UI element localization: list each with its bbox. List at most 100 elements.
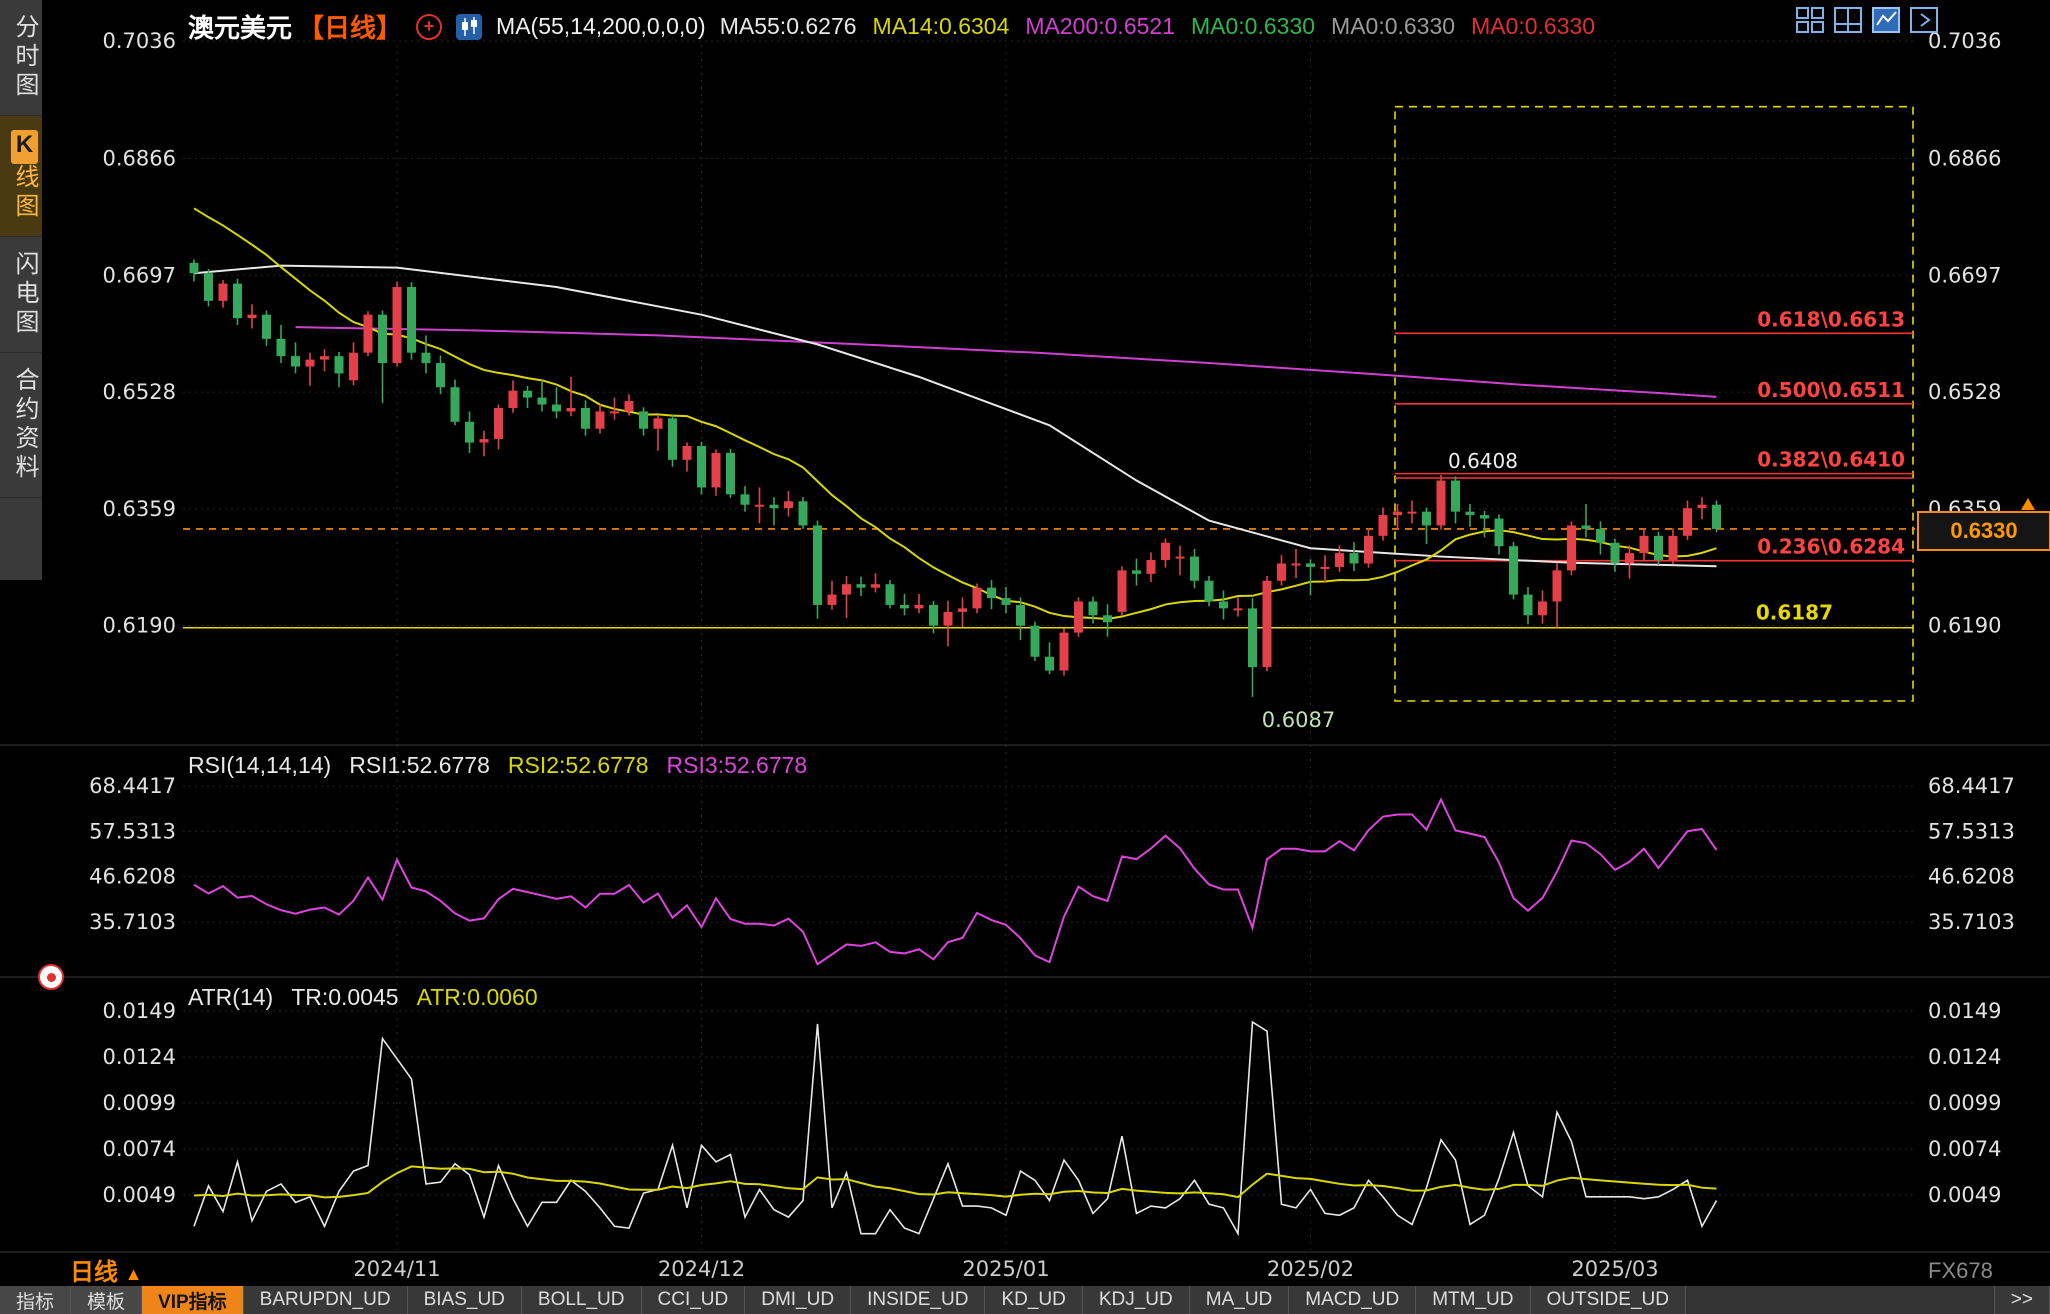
layout-icons [1795, 6, 1939, 34]
period-selector[interactable]: 日线 ▲ [70, 1252, 143, 1287]
toolbar-tab-4[interactable]: BIAS_UD [407, 1286, 522, 1314]
svg-text:2025/02: 2025/02 [1267, 1257, 1354, 1281]
toolbar-tab-13[interactable]: MTM_UD [1416, 1286, 1531, 1314]
ma-value: MA200:0.6521 [1025, 13, 1175, 39]
symbol-name: 澳元美元 [188, 13, 293, 43]
svg-text:0.6697: 0.6697 [1928, 263, 2001, 287]
candlestick-icon[interactable] [456, 13, 483, 40]
svg-text:0.7036: 0.7036 [103, 29, 176, 53]
toolbar-tab-15[interactable]: >> [1993, 1286, 2050, 1314]
svg-text:0.6087: 0.6087 [1262, 708, 1335, 732]
atr-value: ATR:0.0060 [416, 984, 538, 1010]
svg-text:2025/01: 2025/01 [962, 1257, 1049, 1281]
layout-chart-icon[interactable] [1871, 6, 1901, 34]
price-line-0640: 0.6408 [1395, 449, 1913, 479]
indicator-toolbar: 指标 模板 VIP指标 BARUPDN_UD BIAS_UD BOLL_UD CCI_UD D… [0, 1286, 2050, 1314]
ma-value: MA0:0.6330 [1191, 13, 1316, 39]
gridlines [0, 40, 2050, 1253]
svg-text:0.6408: 0.6408 [1448, 449, 1518, 473]
toolbar-tab-10[interactable]: KDJ_UD [1082, 1286, 1190, 1314]
chevron-up-icon: ▲ [124, 1264, 143, 1284]
toolbar-tab-2[interactable]: VIP指标 [142, 1286, 244, 1314]
svg-text:2024/12: 2024/12 [658, 1257, 745, 1281]
svg-text:35.7103: 35.7103 [89, 910, 176, 934]
svg-text:0.0124: 0.0124 [1928, 1045, 2001, 1069]
toolbar-tab-0[interactable]: 指标 [0, 1286, 72, 1314]
svg-text:57.5313: 57.5313 [1928, 819, 2015, 843]
atr-values: TR:0.0045 ATR:0.0060 [291, 984, 537, 1011]
plus-circle-icon[interactable]: + [416, 13, 443, 40]
current-price-line [183, 498, 2035, 530]
target-marker-icon[interactable] [38, 964, 64, 990]
toolbar-tab-12[interactable]: MACD_UD [1289, 1286, 1417, 1314]
sidebar-item-label: 闪电图 [11, 251, 38, 338]
svg-text:0.6190: 0.6190 [1928, 614, 2001, 638]
sidebar-item-contract-info[interactable]: 合约资料 [0, 353, 42, 498]
chart-legend: 澳元美元 【日线】 + MA(55,14,200,0,0,0) MA55:0.6… [188, 8, 1595, 45]
rsi-value: RSI3:52.6778 [666, 752, 808, 778]
toolbar-tab-7[interactable]: DMI_UD [745, 1286, 852, 1314]
axis-labels: 0.7036 0.7036 0.6866 0.6866 0.6697 0.6697 0.65… [89, 29, 2015, 1281]
sidebar-item-time-chart[interactable]: 分时图 [0, 0, 42, 116]
toolbar-tab-9[interactable]: KD_UD [985, 1286, 1083, 1314]
svg-text:0.500\0.6511: 0.500\0.6511 [1757, 378, 1905, 402]
left-sidebar: 分时图 K线图 闪电图 合约资料 [0, 0, 42, 580]
svg-text:0.0099: 0.0099 [1928, 1091, 2001, 1115]
sidebar-item-lightning-chart[interactable]: 闪电图 [0, 237, 42, 353]
plus-glyph: + [423, 16, 435, 36]
atr-header: ATR(14) TR:0.0045 ATR:0.0060 [188, 984, 538, 1011]
atr-line [193, 1165, 1717, 1199]
svg-text:0.6697: 0.6697 [103, 263, 176, 287]
layout-next-icon[interactable] [1909, 6, 1939, 34]
ma55-line [193, 264, 1717, 568]
svg-text:0.7036: 0.7036 [1928, 29, 2001, 53]
toolbar-tabs: 指标 模板 VIP指标 BARUPDN_UD BIAS_UD BOLL_UD CCI_UD D… [0, 1286, 2050, 1314]
svg-text:68.4417: 68.4417 [1928, 774, 2015, 798]
period-selector-label: 日线 [70, 1259, 118, 1286]
rsi-line [193, 797, 1718, 966]
svg-text:0.618\0.6613: 0.618\0.6613 [1757, 307, 1905, 331]
sidebar-item-label: 合约资料 [11, 367, 38, 483]
svg-text:2025/03: 2025/03 [1571, 1257, 1658, 1281]
atr-formula: ATR(14) [188, 984, 274, 1010]
layout-grid-icon[interactable] [1795, 6, 1825, 34]
svg-text:0.6528: 0.6528 [103, 380, 176, 404]
atr-value: TR:0.0045 [291, 984, 399, 1010]
svg-text:0.6359: 0.6359 [103, 497, 176, 521]
fib-levels: 0.618\0.6613 0.500\0.6511 0.382\0.6410 0.23… [1395, 307, 1913, 562]
watermark: FX678 [1928, 1258, 1993, 1283]
toolbar-tab-14[interactable]: OUTSIDE_UD [1530, 1286, 1686, 1314]
current-price-box[interactable]: 0.6330 [1917, 511, 2050, 551]
tr-line [193, 1020, 1718, 1237]
ma-value: MA14:0.6304 [872, 13, 1010, 39]
toolbar-tab-8[interactable]: INSIDE_UD [851, 1286, 986, 1314]
svg-text:35.7103: 35.7103 [1928, 910, 2015, 934]
svg-text:0.6190: 0.6190 [103, 614, 176, 638]
sidebar-item-kline-chart[interactable]: K线图 [0, 116, 42, 237]
rsi-value: RSI1:52.6778 [349, 752, 490, 778]
toolbar-tab-6[interactable]: CCI_UD [641, 1286, 746, 1314]
sidebar-item-label: 分时图 [11, 14, 38, 101]
svg-text:0.0124: 0.0124 [103, 1045, 176, 1069]
toolbar-tab-11[interactable]: MA_UD [1189, 1286, 1290, 1314]
rsi-values: RSI1:52.6778 RSI2:52.6778 RSI3:52.6778 [349, 752, 807, 779]
svg-text:0.0049: 0.0049 [1928, 1183, 2001, 1207]
ma14-line [193, 207, 1717, 621]
svg-text:0.6528: 0.6528 [1928, 380, 2001, 404]
rsi-formula: RSI(14,14,14) [188, 752, 332, 778]
svg-text:68.4417: 68.4417 [89, 774, 176, 798]
toolbar-tab-1[interactable]: 模板 [71, 1286, 143, 1314]
layout-split-icon[interactable] [1833, 6, 1863, 34]
period-label: 【日线】 [298, 13, 403, 43]
ma-value: MA0:0.6330 [1331, 13, 1456, 39]
toolbar-tab-5[interactable]: BOLL_UD [521, 1286, 642, 1314]
svg-text:0.0149: 0.0149 [1928, 999, 2001, 1023]
low-label: 0.6087 [1262, 708, 1335, 732]
svg-text:0.0074: 0.0074 [1928, 1137, 2001, 1161]
svg-text:0.6187: 0.6187 [1756, 601, 1833, 625]
toolbar-tab-3[interactable]: BARUPDN_UD [243, 1286, 408, 1314]
candles-layer [189, 259, 1721, 697]
ma-value: MA55:0.6276 [719, 13, 857, 39]
svg-text:0.0149: 0.0149 [103, 999, 176, 1023]
